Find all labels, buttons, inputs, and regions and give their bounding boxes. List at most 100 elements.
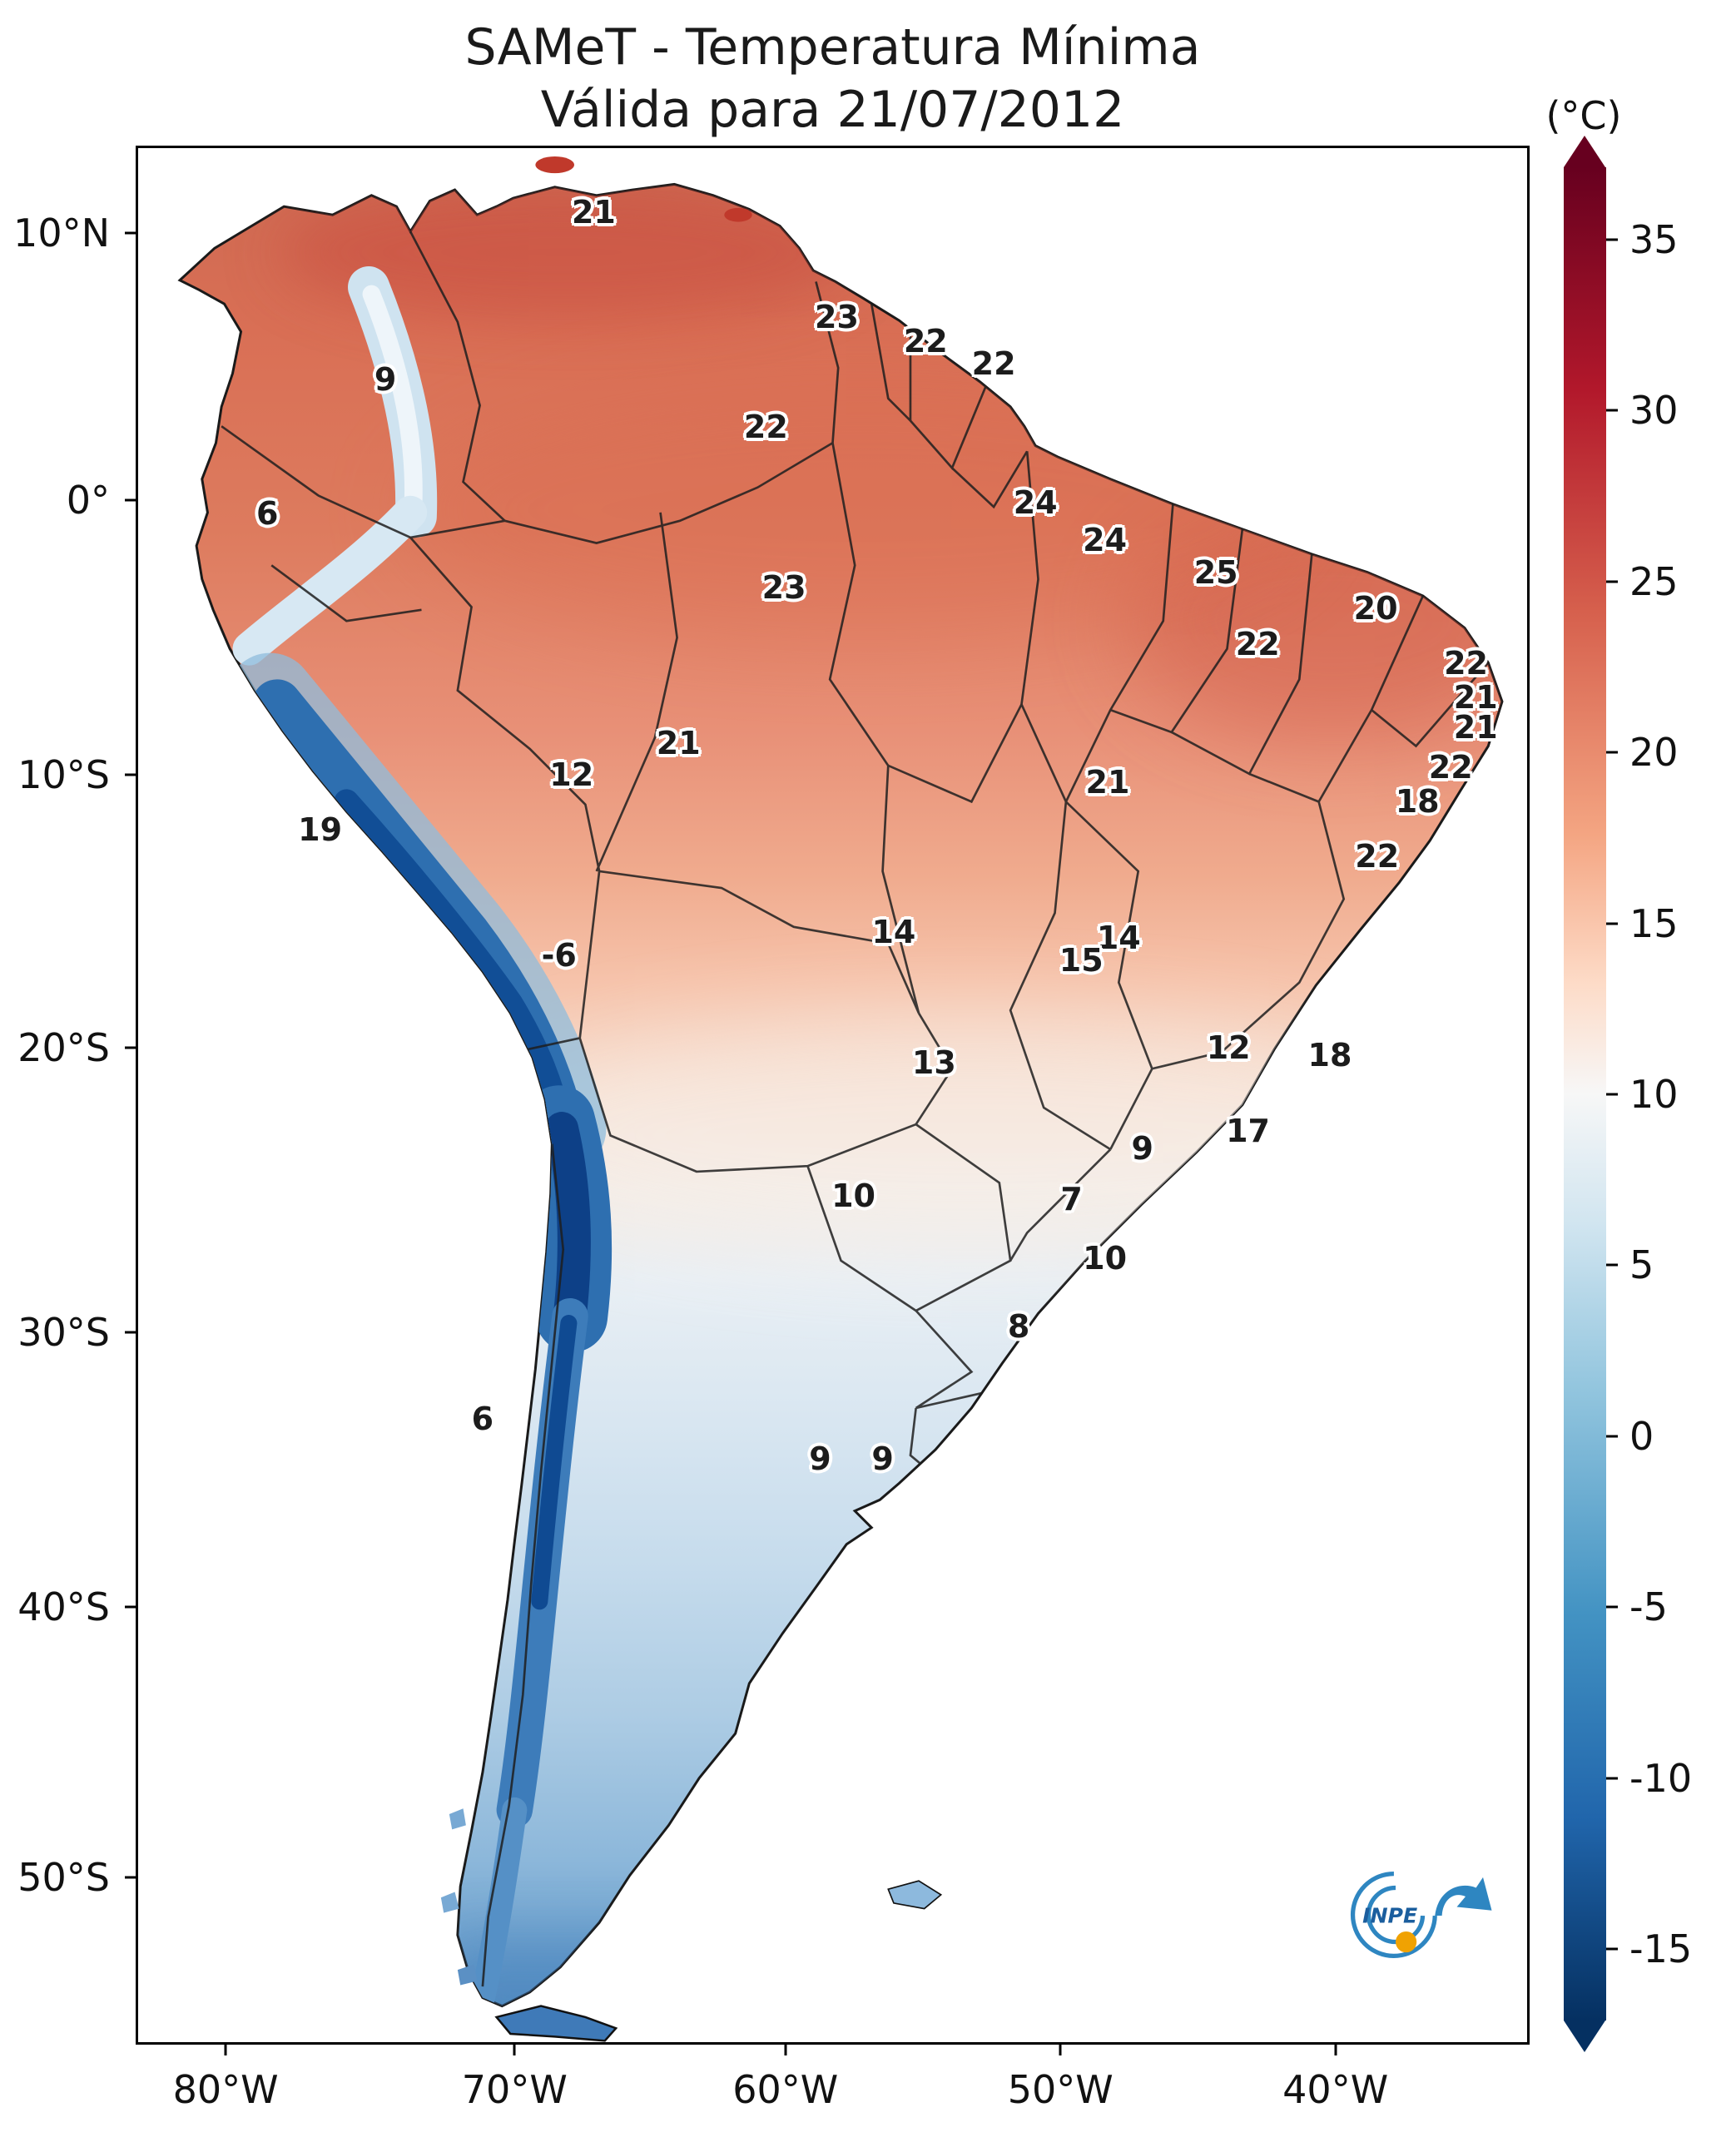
y-axis-label: 50°S xyxy=(17,1854,110,1900)
colorbar-tick-label: -15 xyxy=(1629,1926,1693,1972)
temperature-label: 18 xyxy=(1307,1037,1352,1074)
temperature-label: 14 xyxy=(871,914,916,951)
temperature-label: 9 xyxy=(1131,1129,1153,1167)
colorbar-tick xyxy=(1606,1093,1618,1096)
x-axis-label: 70°W xyxy=(461,2067,568,2112)
island-tierra-del-fuego xyxy=(494,2005,618,2042)
y-axis-label: 0° xyxy=(66,478,110,523)
colorbar-top-arrow xyxy=(1564,136,1605,167)
temperature-label: 21 xyxy=(656,724,701,761)
temperature-label: 22 xyxy=(903,323,948,360)
colorbar-tick-label: 0 xyxy=(1629,1413,1654,1459)
temperature-label: 22 xyxy=(1355,838,1400,875)
x-axis-label: 40°W xyxy=(1282,2067,1389,2112)
colorbar-tick xyxy=(1606,1605,1618,1609)
colorbar-tick xyxy=(1606,922,1618,925)
temperature-label: 9 xyxy=(374,360,397,398)
island-chile-3 xyxy=(457,1964,478,1986)
colorbar-tick xyxy=(1606,238,1618,241)
x-axis-tick xyxy=(224,2042,227,2055)
temperature-label: 6 xyxy=(255,495,279,533)
temperature-label: 22 xyxy=(743,408,788,445)
colorbar-tick xyxy=(1606,1435,1618,1438)
y-axis-tick xyxy=(125,231,138,235)
colorbar-tick xyxy=(1606,751,1618,754)
temperature-label: 12 xyxy=(549,756,594,794)
temperature-label: 9 xyxy=(809,1440,831,1477)
temperature-label: 22 xyxy=(1428,749,1473,786)
temperature-label: 21 xyxy=(571,194,616,231)
logo-orange-dot xyxy=(1395,1931,1417,1953)
inpe-logo: INPE xyxy=(1350,1871,1492,1958)
temperature-label: 23 xyxy=(815,298,859,335)
logo-inner-swirl xyxy=(1366,1885,1426,1945)
hot-region-amazon xyxy=(402,377,1319,642)
y-axis-label: 20°S xyxy=(17,1025,110,1071)
colorbar-tick-label: -5 xyxy=(1629,1584,1668,1630)
y-axis-label: 30°S xyxy=(17,1309,110,1355)
temperature-label: 6 xyxy=(471,1401,494,1438)
x-axis-tick xyxy=(513,2042,516,2055)
south-america-temperature-map xyxy=(178,156,1504,2042)
colorbar-tick-label: -10 xyxy=(1629,1755,1693,1801)
y-axis-tick xyxy=(125,1046,138,1049)
temperature-label: 21 xyxy=(1453,709,1498,746)
island-trinidad xyxy=(724,207,752,222)
temperature-label: 13 xyxy=(911,1044,956,1082)
y-axis-tick xyxy=(125,498,138,502)
colorbar-tick-label: 25 xyxy=(1629,558,1679,604)
colorbar-tick xyxy=(1606,580,1618,583)
x-axis-label: 80°W xyxy=(172,2067,279,2112)
colorbar-tick-label: 15 xyxy=(1629,900,1679,946)
temperature-label: 18 xyxy=(1395,783,1440,821)
x-axis-tick xyxy=(784,2042,787,2055)
island-chile-2 xyxy=(440,1892,459,1913)
page-title: SAMeT - Temperatura Mínima Válida para 2… xyxy=(136,17,1530,141)
temperature-label: 20 xyxy=(1353,590,1398,627)
temperature-label: 15 xyxy=(1059,942,1104,979)
temperature-label: 12 xyxy=(1206,1029,1251,1067)
temperature-label: 22 xyxy=(1444,645,1489,682)
x-axis-tick xyxy=(1059,2042,1062,2055)
colorbar-tick xyxy=(1606,409,1618,412)
y-axis-tick xyxy=(125,1331,138,1333)
temperature-label: 25 xyxy=(1193,553,1238,591)
title-line-1: SAMeT - Temperatura Mínima xyxy=(464,18,1201,77)
temperature-label: 10 xyxy=(1083,1239,1128,1277)
colorbar-unit-label: (°C) xyxy=(1545,93,1622,138)
logo-outer-swirl xyxy=(1350,1871,1437,1958)
colorbar-bottom-arrow xyxy=(1564,2021,1605,2052)
temperature-label: 14 xyxy=(1096,920,1141,957)
y-axis-tick xyxy=(125,1876,138,1879)
temperature-label: 19 xyxy=(298,811,343,849)
x-axis-label: 50°W xyxy=(1007,2067,1114,2112)
island-caribbean xyxy=(535,156,575,174)
colorbar-tick xyxy=(1606,1263,1618,1267)
temperature-label: 9 xyxy=(871,1440,894,1477)
logo-arrow xyxy=(1435,1877,1492,1916)
temperature-label: 17 xyxy=(1226,1113,1270,1150)
x-axis-label: 60°W xyxy=(732,2067,839,2112)
colorbar-tick-label: 30 xyxy=(1629,388,1679,434)
temperature-label: 22 xyxy=(1235,626,1280,663)
colorbar-tick-label: 20 xyxy=(1629,730,1679,776)
temperature-label: 24 xyxy=(1013,483,1058,521)
colorbar-tick-label: 10 xyxy=(1629,1072,1679,1118)
temperature-label: 21 xyxy=(1085,764,1130,801)
y-axis-tick xyxy=(125,773,138,776)
logo-text: INPE xyxy=(1362,1903,1417,1927)
y-axis-label: 10°S xyxy=(17,752,110,798)
colorbar-tick xyxy=(1606,1777,1618,1780)
colorbar-tick xyxy=(1606,1947,1618,1951)
island-chile-1 xyxy=(449,1808,466,1830)
temperature-label: 21 xyxy=(1453,679,1498,717)
colorbar-gradient-bar: 35 30 25 20 15 10 5 0 -5 -10 -15 xyxy=(1564,167,1692,2021)
title-line-2: Válida para 21/07/2012 xyxy=(540,81,1125,139)
map-plot-area: INPE 21 23 22 22 22 9 6 24 24 25 23 20 22 22 21 21 21 12 2… xyxy=(13,146,1530,2112)
y-axis-tick xyxy=(125,1605,138,1609)
island-falklands xyxy=(887,1880,943,1910)
andes-cold-strip xyxy=(226,266,613,2006)
temperature-label: 10 xyxy=(831,1177,875,1214)
y-axis-label: 40°S xyxy=(17,1584,110,1629)
y-axis-label: 10°N xyxy=(13,211,110,256)
